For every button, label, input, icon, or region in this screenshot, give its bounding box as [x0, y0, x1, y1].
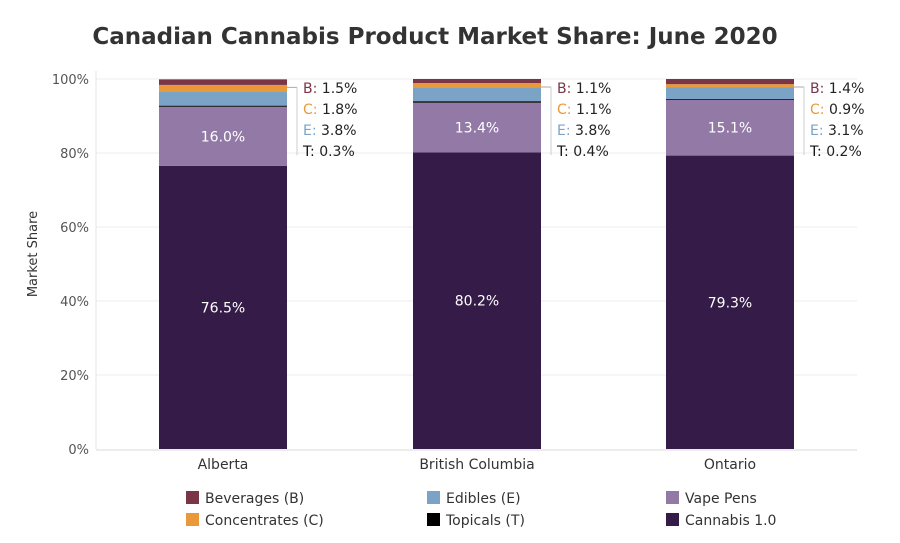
bar-segment-edibles-e [159, 91, 287, 106]
bar-segment-edibles-e [666, 87, 794, 99]
annotation-label-b: B: 1.4% [810, 81, 864, 97]
bar-segment-topicals-t [159, 105, 287, 107]
legend-label: Cannabis 1.0 [685, 513, 776, 529]
bar-segment-concentrates-c [666, 84, 794, 88]
bar-segment-beverages-b [413, 79, 541, 84]
bar-segment-vape-pens [666, 99, 794, 156]
annotation-label-e: E: 3.8% [557, 123, 611, 139]
y-axis-title: Market Share [26, 211, 41, 297]
annotations: B: 1.5% C: 1.8% E: 3.8% T: 0.3% B: 1.1% C: 1.… [287, 81, 865, 160]
legend-label: Beverages (B) [205, 491, 304, 507]
y-tick-label: 100% [52, 73, 89, 88]
annotation-label-b: B: 1.1% [557, 81, 611, 97]
legend-item-cannabis-1-0: Cannabis 1.0 [666, 513, 776, 529]
annotation-label-c: C: 1.8% [303, 102, 358, 118]
bar-segment-topicals-t [666, 98, 794, 100]
y-tick-label: 40% [60, 295, 89, 310]
legend-swatch [427, 491, 440, 504]
annotation-label-b: B: 1.5% [303, 81, 357, 97]
annotation-label-t: T: 0.4% [556, 144, 609, 160]
legend-item-topicals-t: Topicals (T) [427, 513, 525, 529]
bar-segment-beverages-b [666, 79, 794, 85]
legend-item-concentrates-c: Concentrates (C) [186, 513, 324, 529]
y-tick-label: 20% [60, 369, 89, 384]
legend-swatch [666, 513, 679, 526]
annotation-label-t: T: 0.2% [809, 144, 862, 160]
x-category-label: British Columbia [419, 457, 534, 473]
x-category-label: Alberta [198, 457, 249, 473]
legend: Beverages (B) Edibles (E) Vape Pens Concent… [186, 491, 776, 529]
bar-segment-cannabis-1-0 [413, 152, 541, 449]
bar-segment-concentrates-c [413, 83, 541, 88]
bar-segment-edibles-e [413, 87, 541, 102]
bar-value-label: 15.1% [708, 121, 752, 137]
legend-swatch [186, 513, 199, 526]
legend-label: Vape Pens [685, 491, 757, 507]
bar-segment-concentrates-c [159, 84, 287, 92]
legend-swatch [186, 491, 199, 504]
annotation-label-t: T: 0.3% [302, 144, 355, 160]
bar-segment-topicals-t [413, 101, 541, 103]
y-axis: 0% 20% 40% 60% 80% 100% [52, 73, 89, 458]
bar-segment-beverages-b [159, 79, 287, 85]
chart-title: Canadian Cannabis Product Market Share: … [92, 24, 777, 50]
bar-segment-cannabis-1-0 [666, 155, 794, 449]
x-axis: Alberta British Columbia Ontario [198, 457, 756, 473]
legend-label: Topicals (T) [445, 513, 525, 529]
legend-swatch [666, 491, 679, 504]
bar-value-label: 76.5% [201, 300, 245, 316]
x-category-label: Ontario [704, 457, 756, 473]
annotation-label-e: E: 3.8% [303, 123, 357, 139]
legend-label: Concentrates (C) [205, 513, 324, 529]
legend-item-edibles-e: Edibles (E) [427, 491, 521, 507]
legend-swatch [427, 513, 440, 526]
annotation-label-e: E: 3.1% [810, 123, 864, 139]
legend-label: Edibles (E) [446, 491, 521, 507]
y-tick-label: 60% [60, 221, 89, 236]
annotation-label-c: C: 0.9% [810, 102, 865, 118]
y-tick-label: 0% [68, 443, 89, 458]
legend-item-vape-pens: Vape Pens [666, 491, 757, 507]
bar-value-label: 80.2% [455, 294, 499, 310]
annotation-label-c: C: 1.1% [557, 102, 612, 118]
bar-value-label: 16.0% [201, 129, 245, 145]
bars: 76.5% 16.0% 80.2% 13.4% 79.3% 15.1% [159, 79, 794, 449]
bar-value-label: 79.3% [708, 295, 752, 311]
bar-value-label: 13.4% [455, 120, 499, 136]
legend-item-beverages-b: Beverages (B) [186, 491, 304, 507]
bar-segment-vape-pens [413, 102, 541, 153]
bar-segment-cannabis-1-0 [159, 165, 287, 449]
y-tick-label: 80% [60, 147, 89, 162]
bar-segment-vape-pens [159, 106, 287, 166]
